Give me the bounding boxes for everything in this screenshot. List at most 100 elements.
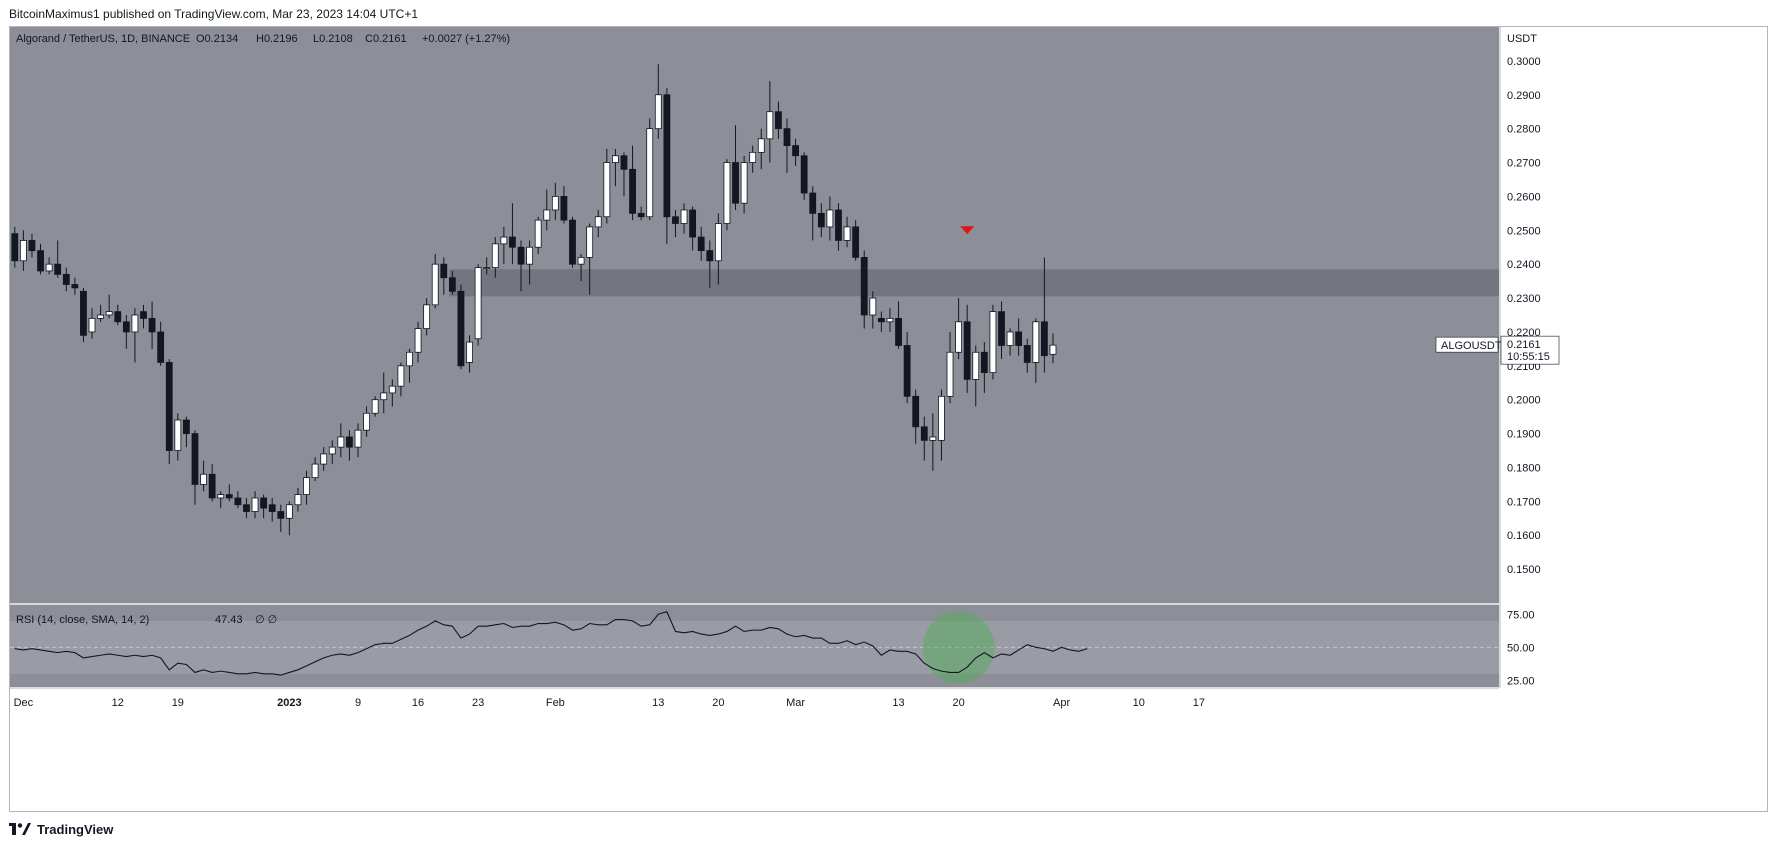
candle[interactable]: [1032, 318, 1040, 383]
candle[interactable]: [740, 155, 748, 214]
candle[interactable]: [672, 209, 679, 238]
candle[interactable]: [54, 240, 62, 278]
candle[interactable]: [980, 342, 988, 393]
candle[interactable]: [509, 203, 516, 265]
candle[interactable]: [140, 304, 147, 329]
candle[interactable]: [998, 301, 1005, 360]
candle[interactable]: [28, 233, 36, 258]
candle[interactable]: [629, 145, 636, 221]
candle[interactable]: [191, 430, 199, 505]
candle[interactable]: [732, 125, 739, 210]
candle[interactable]: [243, 497, 250, 519]
candle[interactable]: [131, 308, 139, 363]
candle[interactable]: [646, 118, 654, 221]
candle[interactable]: [500, 226, 508, 265]
candle[interactable]: [371, 396, 379, 417]
candle[interactable]: [946, 331, 954, 404]
candle[interactable]: [792, 138, 799, 166]
candle[interactable]: [423, 298, 431, 336]
candle[interactable]: [757, 128, 765, 170]
candle[interactable]: [363, 406, 370, 437]
candle[interactable]: [491, 237, 499, 278]
candle[interactable]: [148, 301, 156, 349]
candle[interactable]: [440, 257, 448, 295]
candle[interactable]: [62, 267, 70, 292]
candle[interactable]: [706, 240, 714, 288]
candle[interactable]: [277, 504, 285, 532]
candle[interactable]: [826, 196, 834, 241]
candle[interactable]: [388, 379, 396, 407]
candle[interactable]: [200, 460, 207, 492]
candle[interactable]: [80, 287, 87, 343]
candle[interactable]: [208, 464, 216, 502]
candle[interactable]: [294, 487, 302, 512]
candle[interactable]: [414, 321, 422, 363]
candle[interactable]: [989, 304, 997, 380]
candle[interactable]: [809, 186, 817, 241]
candle[interactable]: [466, 335, 473, 373]
candle[interactable]: [1049, 333, 1057, 364]
candle[interactable]: [680, 203, 688, 234]
candle[interactable]: [860, 250, 868, 329]
candle[interactable]: [157, 321, 165, 366]
candlestick-chart[interactable]: 0.3000 0.2900 0.2800 0.2700 0.2600 0.2500 0.24…: [10, 27, 1769, 813]
candle[interactable]: [165, 359, 173, 465]
candle[interactable]: [1041, 257, 1048, 373]
candle[interactable]: [303, 470, 310, 505]
candle[interactable]: [11, 226, 19, 268]
candle[interactable]: [963, 304, 971, 393]
candle[interactable]: [938, 389, 945, 461]
candle[interactable]: [577, 254, 585, 282]
candle[interactable]: [406, 348, 413, 383]
candle[interactable]: [543, 189, 551, 231]
candle[interactable]: [448, 270, 456, 295]
candle[interactable]: [19, 230, 27, 271]
candle[interactable]: [569, 216, 576, 268]
candle[interactable]: [1015, 318, 1023, 356]
candle[interactable]: [260, 494, 268, 519]
candle[interactable]: [71, 277, 79, 295]
candle[interactable]: [843, 216, 851, 248]
candle[interactable]: [337, 423, 345, 458]
candle[interactable]: [817, 203, 825, 238]
candle[interactable]: [534, 216, 542, 255]
candle[interactable]: [380, 372, 388, 414]
chart-panel[interactable]: 0.3000 0.2900 0.2800 0.2700 0.2600 0.2500 0.24…: [9, 26, 1768, 812]
candle[interactable]: [182, 416, 190, 448]
candle[interactable]: [972, 345, 980, 407]
candle[interactable]: [749, 145, 757, 173]
candle[interactable]: [217, 491, 225, 509]
candle[interactable]: [912, 389, 920, 444]
candle[interactable]: [920, 416, 928, 461]
candle[interactable]: [97, 304, 104, 322]
candle[interactable]: [114, 304, 122, 326]
candle[interactable]: [835, 203, 842, 251]
candle[interactable]: [285, 501, 293, 536]
candle[interactable]: [929, 413, 937, 471]
candle[interactable]: [122, 315, 130, 349]
candle[interactable]: [88, 308, 96, 339]
candle[interactable]: [903, 331, 911, 404]
candle[interactable]: [852, 220, 860, 261]
candle[interactable]: [105, 294, 113, 319]
candle[interactable]: [45, 257, 53, 275]
candle[interactable]: [654, 64, 662, 139]
candle[interactable]: [551, 182, 559, 221]
candle[interactable]: [526, 240, 533, 285]
candle[interactable]: [637, 206, 645, 221]
candle[interactable]: [766, 81, 774, 163]
candle[interactable]: [895, 301, 902, 349]
candle[interactable]: [483, 257, 491, 275]
candle[interactable]: [346, 430, 353, 461]
candle[interactable]: [877, 311, 885, 332]
candle[interactable]: [320, 447, 328, 471]
candle[interactable]: [225, 484, 233, 502]
candle[interactable]: [775, 101, 782, 139]
candle[interactable]: [869, 291, 877, 329]
candle[interactable]: [457, 284, 465, 370]
candle[interactable]: [783, 118, 791, 173]
candle[interactable]: [560, 186, 568, 224]
candle[interactable]: [397, 362, 405, 397]
candle[interactable]: [354, 423, 362, 458]
candle[interactable]: [311, 457, 319, 482]
